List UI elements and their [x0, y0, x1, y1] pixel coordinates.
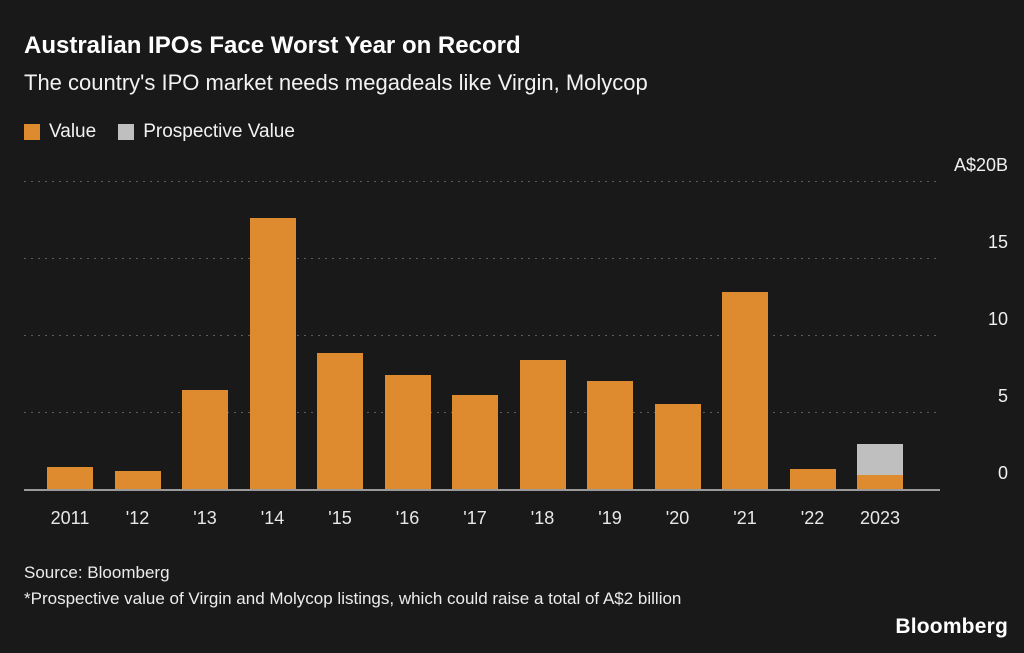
- bar-value-21: [722, 291, 768, 489]
- y-tick-label-0: 0: [997, 463, 1008, 483]
- x-tick-label-15: '15: [328, 508, 352, 528]
- x-tick-label-16: '16: [395, 508, 420, 528]
- bar-value-20: [654, 404, 701, 489]
- x-tick-label-21: '21: [733, 508, 757, 528]
- y-tick-label-5: 5: [997, 386, 1008, 406]
- legend-item-value: Value: [24, 121, 96, 143]
- bar-value-2011: [47, 467, 93, 489]
- x-tick-label-20: '20: [665, 508, 690, 528]
- legend-item-prospective-value: Prospective Value: [118, 121, 295, 143]
- x-tick-label-13: '13: [193, 508, 217, 528]
- gridline-15: [24, 258, 940, 259]
- legend-label-prospective-value: Prospective Value: [143, 121, 295, 142]
- x-tick-label-18: '18: [530, 508, 555, 528]
- x-tick-label-17: '17: [463, 508, 487, 528]
- bar-value-19: [587, 381, 633, 489]
- legend: Value Prospective Value: [24, 121, 317, 143]
- chart-title: Australian IPOs Face Worst Year on Recor…: [24, 32, 521, 59]
- legend-label-value: Value: [49, 121, 97, 142]
- x-tick-label-12: '12: [125, 508, 150, 528]
- x-tick-label-14: '14: [260, 508, 285, 528]
- bar-value-17: [452, 395, 498, 489]
- gridline-20: [24, 181, 940, 182]
- bar-value-14: [249, 217, 296, 489]
- bar-value-22: [789, 468, 836, 489]
- bar-value-12: [114, 470, 161, 489]
- bar-value-18: [519, 359, 566, 489]
- plot-area: [24, 181, 940, 489]
- bar-prospective-2023: [857, 444, 903, 476]
- x-tick-label-22: '22: [800, 508, 825, 528]
- gridline-10: [24, 335, 940, 336]
- y-tick-label-20: A$20B: [953, 155, 1008, 175]
- legend-swatch-prospective-icon: [118, 124, 135, 140]
- x-tick-label-2011: 2011: [50, 508, 90, 528]
- y-tick-label-15: 15: [987, 232, 1008, 252]
- x-axis-line: [24, 489, 940, 491]
- chart-subtitle: The country's IPO market needs megadeals…: [24, 70, 648, 95]
- bar-value-15: [317, 353, 363, 489]
- source-text: Source: Bloomberg: [24, 563, 170, 582]
- footnote-text: *Prospective value of Virgin and Molycop…: [24, 589, 682, 608]
- bar-value-2023: [857, 475, 903, 489]
- x-tick-label-19: '19: [598, 508, 622, 528]
- y-tick-label-10: 10: [987, 309, 1008, 329]
- x-tick-label-2023: 2023: [859, 508, 901, 528]
- bar-value-16: [384, 375, 431, 489]
- legend-swatch-value-icon: [24, 124, 40, 140]
- bloomberg-logo: Bloomberg: [895, 615, 1008, 638]
- bar-value-13: [182, 390, 228, 489]
